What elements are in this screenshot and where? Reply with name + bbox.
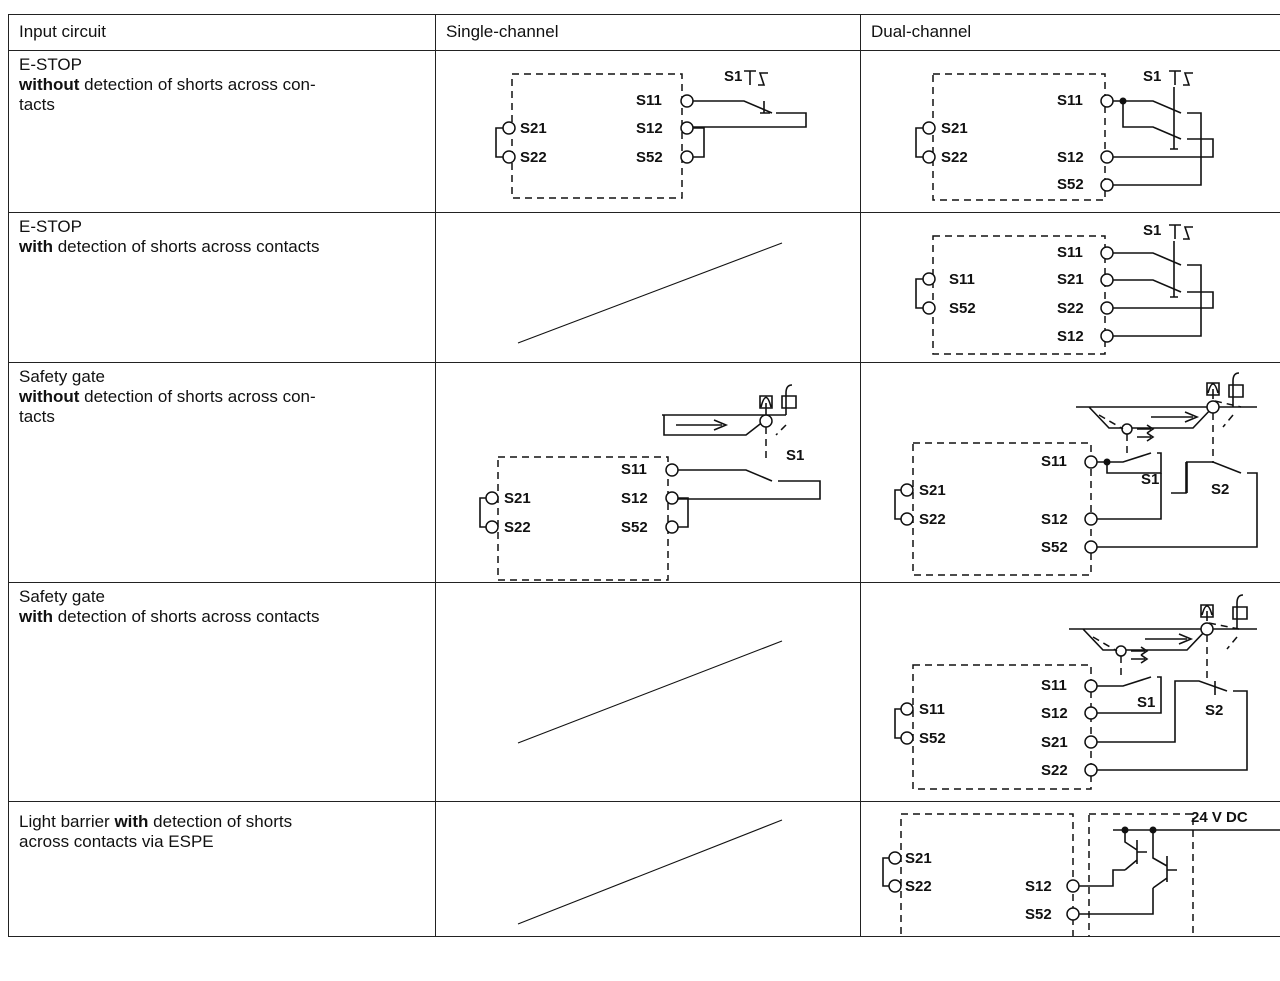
row-description: without detection of shorts across con- — [19, 75, 316, 94]
row-estop-with: E-STOP with detection of shorts across c… — [8, 212, 1280, 363]
terminal-label: S12 — [1041, 511, 1068, 528]
dual-channel-diagram: S21 S22 S12 S52 24 V DC — [860, 801, 1280, 937]
terminal-label: S22 — [941, 149, 968, 166]
row-description-cont: tacts — [19, 95, 55, 114]
terminal-label: S21 — [504, 490, 531, 507]
terminal-label: S11 — [636, 92, 662, 109]
row-title: Safety gate — [19, 367, 106, 386]
terminal-label: S21 — [905, 850, 932, 867]
header-dual-channel: Dual-channel — [860, 14, 1280, 51]
terminal-label: S1 — [724, 68, 742, 85]
terminal-label: S12 — [1057, 149, 1084, 166]
terminal-label: S21 — [941, 120, 968, 137]
terminal-label: S22 — [905, 878, 932, 895]
description-cell: Safety gate without detection of shorts … — [8, 362, 436, 583]
terminal-label: S11 — [1041, 677, 1067, 694]
terminal-label: S52 — [1057, 176, 1084, 193]
row-light-barrier: Light barrier with detection of shorts a… — [8, 801, 1280, 937]
header-row: Input circuit Single-channel Dual-channe… — [8, 14, 1280, 51]
terminal-label: S11 — [1041, 453, 1067, 470]
row-estop-without: E-STOP without detection of shorts acros… — [8, 50, 1280, 213]
terminal-label: S2 — [1211, 481, 1229, 498]
header-input-circuit: Input circuit — [8, 14, 436, 51]
terminal-label: S2 — [1205, 702, 1223, 719]
dual-channel-diagram: S11 S52 S11 S12 S21 S22 S1 S2 — [860, 582, 1280, 802]
single-channel-not-applicable — [435, 212, 861, 363]
row-description-cont: tacts — [19, 407, 55, 426]
estop-single-circuit: S21 S22 S11 S12 S52 S1 — [495, 68, 807, 199]
row-description: with detection of shorts across contacts — [19, 607, 320, 626]
row-description: with detection of shorts across contacts — [19, 237, 320, 256]
dual-channel-diagram: S21 S22 S11 S12 S52 S1 S2 — [860, 362, 1280, 583]
terminal-label: S11 — [621, 461, 647, 478]
row-gate-without: Safety gate without detection of shorts … — [8, 362, 1280, 583]
terminal-label: S52 — [949, 300, 976, 317]
terminal-label: 24 V DC — [1191, 809, 1248, 826]
not-applicable-slash — [517, 242, 783, 344]
terminal-label: S21 — [919, 482, 946, 499]
terminal-label: S52 — [621, 519, 648, 536]
terminal-label: S11 — [949, 271, 975, 288]
row-title: E-STOP — [19, 55, 82, 74]
terminal-label: S22 — [1041, 762, 1068, 779]
dual-channel-diagram: S21 S22 S11 S12 S52 S1 — [860, 50, 1280, 213]
gate-single-circuit: S21 S22 S11 S12 S52 S1 — [479, 384, 821, 581]
terminal-label: S12 — [1057, 328, 1084, 345]
header-single-channel: Single-channel — [435, 14, 861, 51]
description-cell: Light barrier with detection of shorts a… — [8, 801, 436, 937]
terminal-label: S12 — [1041, 705, 1068, 722]
terminal-label: S21 — [1041, 734, 1068, 751]
description-cell: E-STOP with detection of shorts across c… — [8, 212, 436, 363]
single-channel-not-applicable — [435, 801, 861, 937]
terminal-label: S52 — [919, 730, 946, 747]
terminal-label: S1 — [1143, 222, 1161, 239]
terminal-label: S1 — [786, 447, 804, 464]
terminal-label: S1 — [1137, 694, 1155, 711]
terminal-label: S12 — [1025, 878, 1052, 895]
terminal-label: S52 — [636, 149, 663, 166]
single-channel-diagram: S21 S22 S11 S12 S52 S1 — [435, 362, 861, 583]
description-cell: E-STOP without detection of shorts acros… — [8, 50, 436, 213]
terminal-label: S12 — [636, 120, 663, 137]
not-applicable-slash — [517, 640, 783, 744]
row-title: E-STOP — [19, 217, 82, 236]
description-cell: Safety gate with detection of shorts acr… — [8, 582, 436, 802]
estop-dual-sc-circuit: S11 S52 S11 S21 S22 S12 S1 — [915, 222, 1214, 355]
dual-channel-diagram: S11 S52 S11 S21 S22 S12 S1 — [860, 212, 1280, 363]
terminal-label: S22 — [1057, 300, 1084, 317]
row-title: Safety gate — [19, 587, 106, 606]
terminal-label: S12 — [621, 490, 648, 507]
row-description-cont: across contacts via ESPE — [19, 832, 214, 851]
terminal-label: S11 — [1057, 244, 1083, 261]
row-gate-with: Safety gate with detection of shorts acr… — [8, 582, 1280, 802]
terminal-label: S1 — [1141, 471, 1159, 488]
single-channel-diagram: S21 S22 S11 S12 S52 S1 — [435, 50, 861, 213]
light-barrier-circuit: S21 S22 S12 S52 24 V DC — [882, 809, 1280, 936]
wiring-table: Input circuit Single-channel Dual-channe… — [8, 14, 1280, 937]
terminal-label: S21 — [520, 120, 547, 137]
row-description: Light barrier with detection of shorts — [19, 812, 293, 831]
not-applicable-slash — [517, 819, 783, 925]
terminal-label: S52 — [1041, 539, 1068, 556]
terminal-label: S22 — [520, 149, 547, 166]
estop-dual-circuit: S21 S22 S11 S12 S52 S1 — [915, 68, 1214, 201]
terminal-label: S52 — [1025, 906, 1052, 923]
terminal-label: S11 — [919, 701, 945, 718]
terminal-label: S1 — [1143, 68, 1161, 85]
terminal-label: S11 — [1057, 92, 1083, 109]
terminal-label: S22 — [504, 519, 531, 536]
gate-dual-sc-circuit: S11 S52 S11 S12 S21 S22 S1 S2 — [894, 594, 1257, 790]
single-channel-not-applicable — [435, 582, 861, 802]
row-description: without detection of shorts across con- — [19, 387, 316, 406]
terminal-label: S22 — [919, 511, 946, 528]
gate-dual-circuit: S21 S22 S11 S12 S52 S1 S2 — [894, 372, 1258, 576]
terminal-label: S21 — [1057, 271, 1084, 288]
